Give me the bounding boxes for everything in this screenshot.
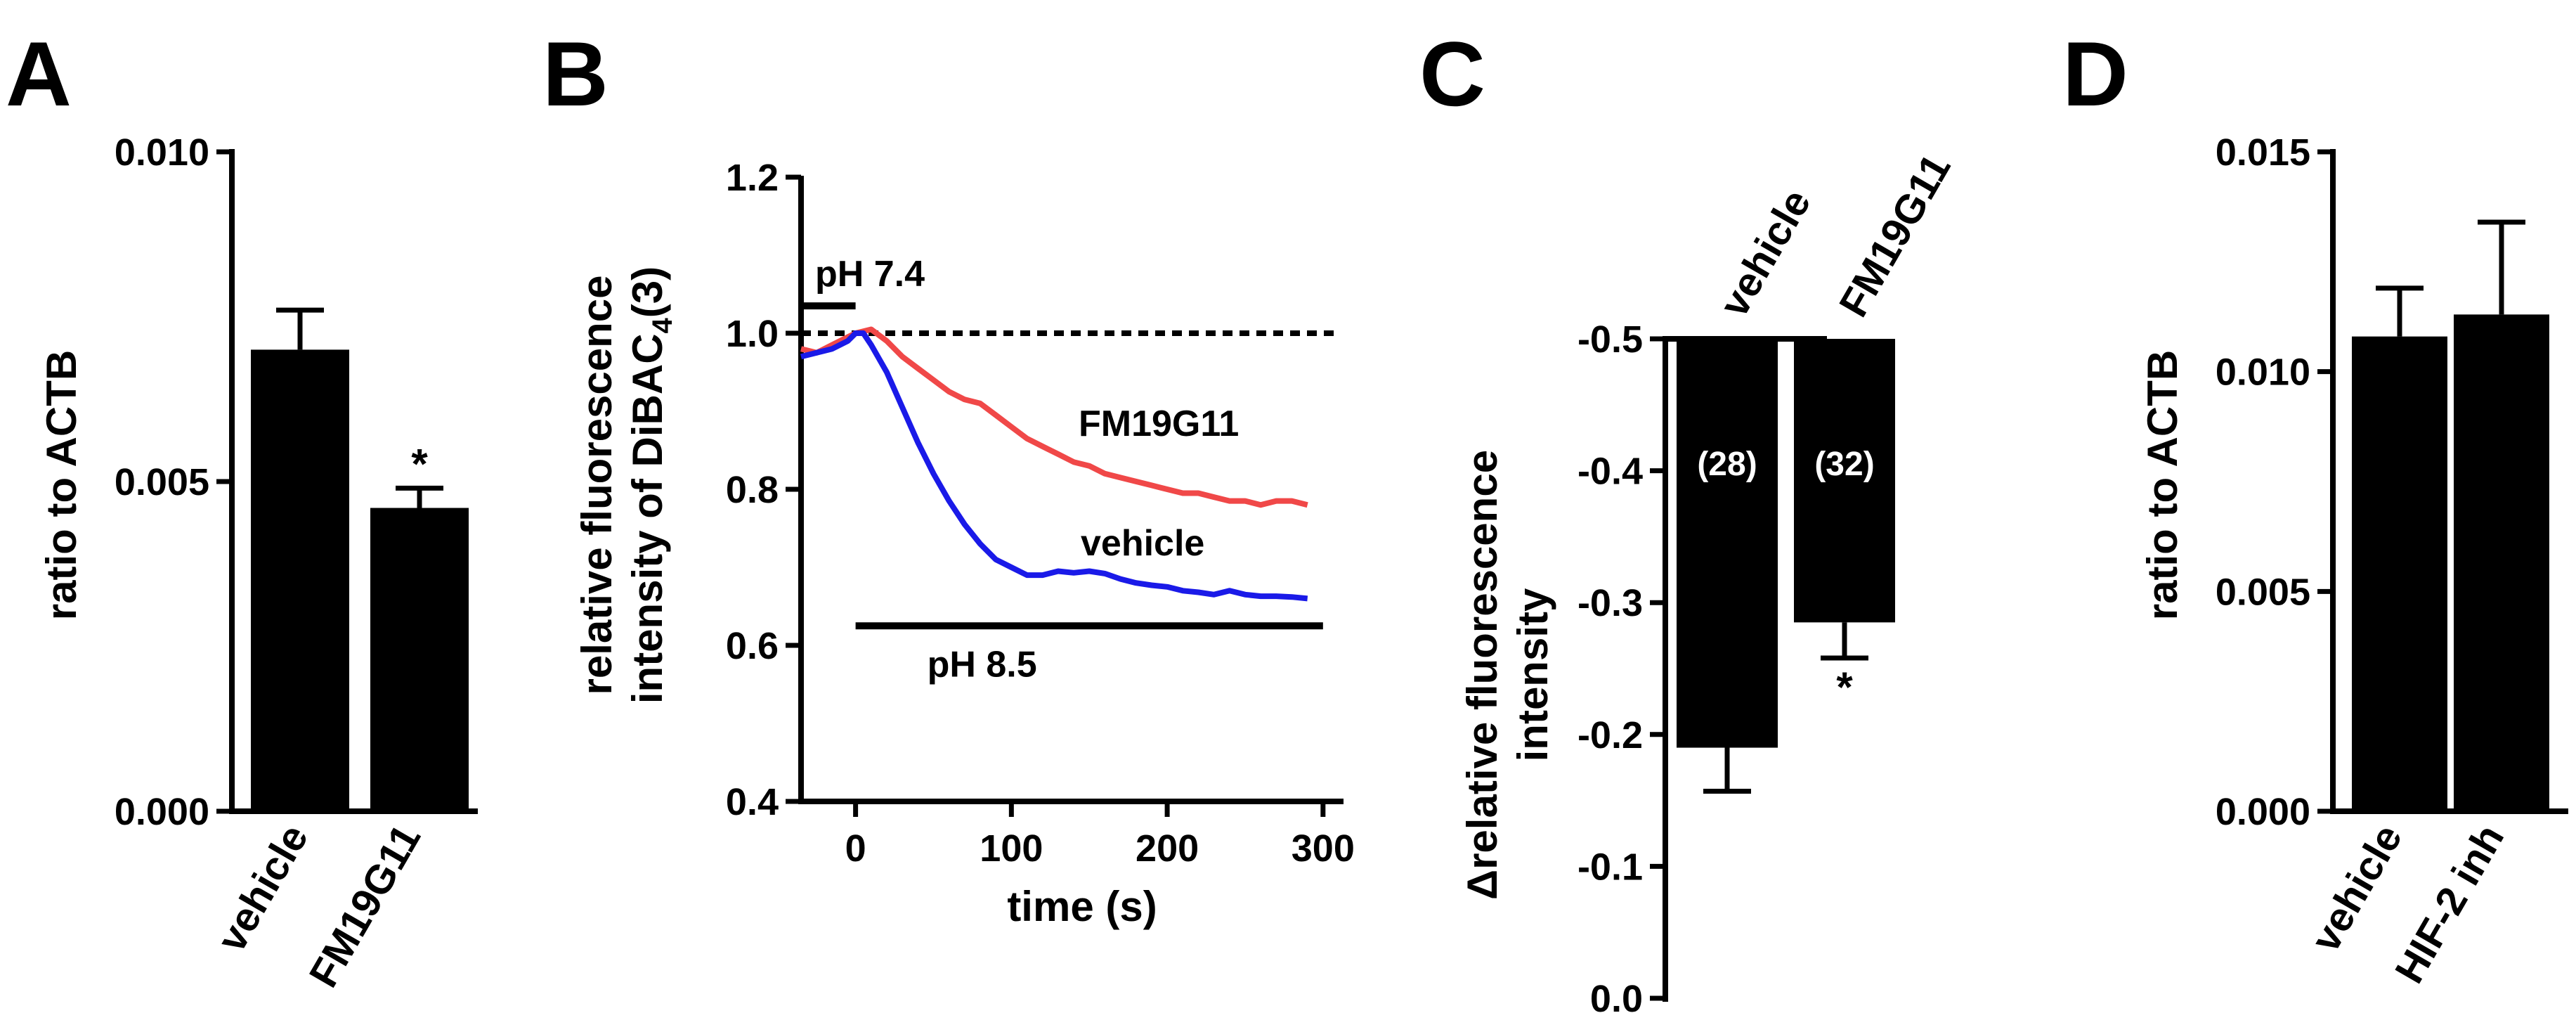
panel-d: D 0.000 0.005 0.010 0.015 ratio to ACTB … xyxy=(2062,22,2568,991)
panel-d-bar-hif2-inh xyxy=(2454,314,2549,812)
panel-a-y-tick-label: 0.010 xyxy=(115,131,209,174)
panel-b-x-tick-label: 200 xyxy=(1136,827,1199,870)
panel-d-y-tick-label: 0.010 xyxy=(2216,351,2310,394)
panel-a-significance-star: * xyxy=(411,440,428,487)
panel-c-bar-fm19g11 xyxy=(1794,339,1895,623)
panel-b-ph85-label: pH 8.5 xyxy=(928,644,1037,685)
panel-c-letter: C xyxy=(1419,22,1485,125)
panel-d-y-tick-label: 0.015 xyxy=(2216,131,2310,174)
panel-c: C 0.0 -0.1 -0.2 -0.3 -0.4 -0.5 Δrelative… xyxy=(1419,22,1960,1020)
panel-b-letter: B xyxy=(542,22,609,125)
panel-b-ph74-label: pH 7.4 xyxy=(815,254,925,295)
panel-a: A 0.000 0.005 0.010 ratio to ACTB * vehi… xyxy=(6,22,478,995)
panel-c-y-label-line1: Δrelative fluorescence xyxy=(1459,450,1506,900)
panel-b-y-tick-label: 1.0 xyxy=(726,313,779,355)
panel-b: B 0.4 0.6 0.8 1.0 1.2 0 100 200 300 time… xyxy=(542,22,1355,930)
panel-b-y-tick-label: 1.2 xyxy=(726,157,779,199)
panel-d-x-label-vehicle: vehicle xyxy=(2303,817,2412,960)
panel-d-y-tick-label: 0.000 xyxy=(2216,791,2310,833)
panel-d-y-axis-label: ratio to ACTB xyxy=(2139,350,2186,620)
panel-a-bar-vehicle xyxy=(251,349,349,811)
panel-a-y-axis-label: ratio to ACTB xyxy=(38,350,85,620)
panel-c-n-label-vehicle: (28) xyxy=(1697,446,1757,483)
panel-b-y-axis-label: relative fluorescence intensity of DiBAC… xyxy=(573,266,678,704)
panel-a-x-label-vehicle: vehicle xyxy=(209,817,318,960)
panel-a-x-label-fm19g11: FM19G11 xyxy=(301,817,430,995)
panel-c-significance-star: * xyxy=(1836,664,1853,711)
panel-b-y-tick-label: 0.6 xyxy=(726,625,779,667)
panel-b-series-label-fm19g11: FM19G11 xyxy=(1079,404,1239,444)
panel-a-bar-fm19g11 xyxy=(370,508,469,811)
panel-c-y-label-line2: intensity xyxy=(1509,588,1556,761)
panel-b-line-fm19g11 xyxy=(800,326,1308,508)
panel-d-error-bar-hif2-inh xyxy=(2478,219,2525,315)
panel-b-y-label-line1: relative fluorescence xyxy=(573,276,620,695)
panel-c-y-tick-label: -0.5 xyxy=(1578,318,1643,361)
panel-b-series-label-vehicle: vehicle xyxy=(1081,523,1204,564)
panel-d-bar-vehicle xyxy=(2352,336,2447,811)
panel-c-n-label-fm19g11: (32) xyxy=(1814,446,1874,483)
panel-c-x-label-fm19g11: FM19G11 xyxy=(1830,146,1960,324)
panel-c-y-tick-label: 0.0 xyxy=(1590,978,1643,1020)
panel-a-y-tick-label: 0.005 xyxy=(115,461,209,503)
panel-c-error-bar-vehicle xyxy=(1703,747,1751,794)
panel-d-letter: D xyxy=(2062,22,2128,125)
panel-b-x-tick-label: 300 xyxy=(1292,827,1355,870)
panel-a-error-bar-fm19g11 xyxy=(396,485,443,508)
panel-c-y-tick-label: -0.4 xyxy=(1578,451,1643,493)
panel-d-error-bar-vehicle xyxy=(2376,285,2424,337)
panel-c-y-tick-label: -0.3 xyxy=(1578,582,1643,624)
panel-d-y-tick-label: 0.005 xyxy=(2216,571,2310,613)
panel-a-y-tick-label: 0.000 xyxy=(115,791,209,833)
panel-a-error-bar-vehicle xyxy=(276,307,324,350)
panel-b-x-tick-label: 0 xyxy=(845,827,866,870)
panel-c-x-label-vehicle: vehicle xyxy=(1711,182,1820,325)
panel-a-letter: A xyxy=(6,22,72,125)
panel-c-error-bar-fm19g11 xyxy=(1821,622,1868,661)
panel-b-x-tick-label: 100 xyxy=(980,827,1043,870)
panel-b-line-vehicle xyxy=(800,330,1308,602)
panel-c-y-axis-label: Δrelative fluorescence intensity xyxy=(1459,450,1556,900)
panel-b-y-tick-label: 0.4 xyxy=(726,781,779,823)
panel-c-y-tick-label: -0.2 xyxy=(1578,714,1643,756)
panel-c-bar-vehicle xyxy=(1677,339,1778,748)
panel-b-y-tick-label: 0.8 xyxy=(726,469,779,511)
panel-b-y-label-line2: intensity of DiBAC4(3) xyxy=(624,266,678,704)
panel-c-y-tick-label: -0.1 xyxy=(1578,846,1643,888)
panel-b-x-axis-label: time (s) xyxy=(1007,883,1157,930)
